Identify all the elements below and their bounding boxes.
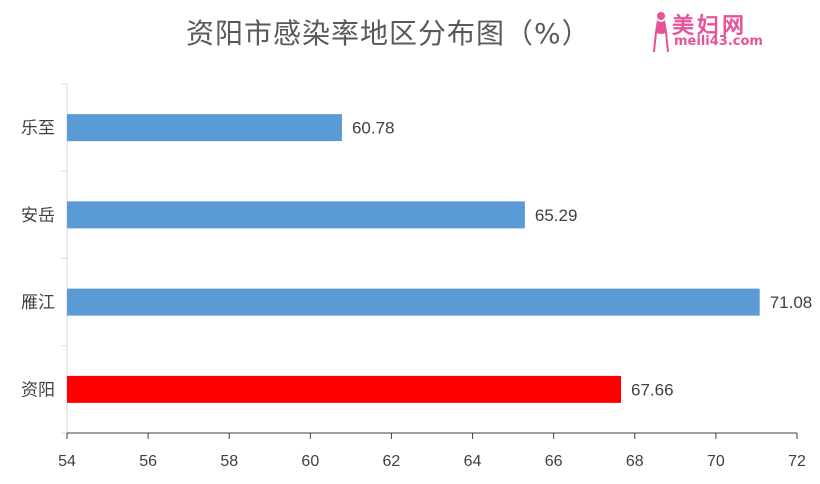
category-label: 安岳 xyxy=(21,206,55,226)
lady-silhouette-icon xyxy=(653,12,669,53)
x-tick-label: 66 xyxy=(545,453,563,470)
x-tick-label: 72 xyxy=(788,453,806,470)
category-label: 资阳 xyxy=(21,380,55,400)
bar xyxy=(67,114,342,142)
bar xyxy=(67,288,760,316)
x-tick-label: 64 xyxy=(464,453,482,470)
watermark-text: 美妇网 xyxy=(672,13,748,39)
data-label: 67.66 xyxy=(631,380,674,399)
chart-title: 资阳市感染率地区分布图（%） xyxy=(186,17,591,50)
bar xyxy=(67,201,525,229)
category-label: 乐至 xyxy=(21,119,55,139)
data-label: 60.78 xyxy=(352,119,395,138)
data-label: 71.08 xyxy=(770,293,813,312)
x-tick-label: 62 xyxy=(383,453,401,470)
x-tick-label: 54 xyxy=(58,453,76,470)
bar xyxy=(67,375,621,403)
x-tick-label: 58 xyxy=(220,453,238,470)
watermark-logo: 美妇网 meili43.com xyxy=(650,8,770,54)
x-tick-label: 56 xyxy=(139,453,157,470)
x-tick-label: 60 xyxy=(301,453,319,470)
data-label: 65.29 xyxy=(535,206,578,225)
watermark-url: meili43.com xyxy=(674,34,763,49)
x-tick-label: 68 xyxy=(626,453,644,470)
x-tick-label: 70 xyxy=(707,453,725,470)
category-label: 雁江 xyxy=(21,293,55,313)
